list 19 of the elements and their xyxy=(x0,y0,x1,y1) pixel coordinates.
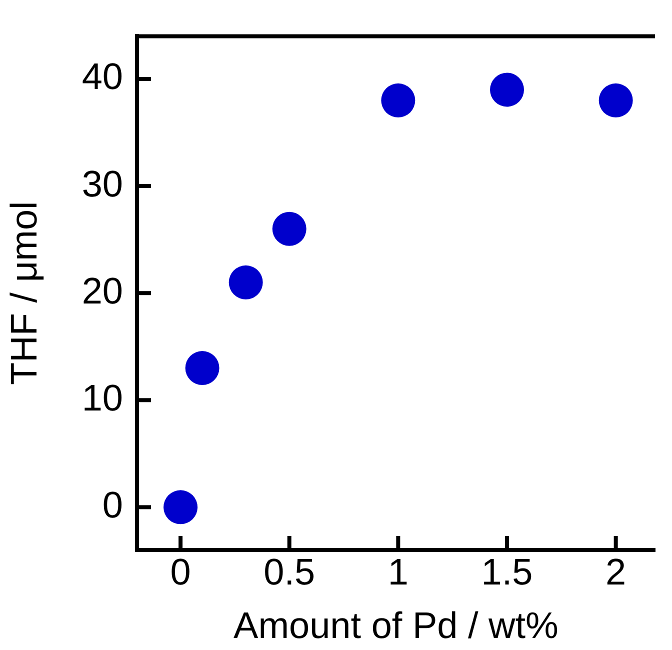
point xyxy=(598,83,633,118)
y-axis-title: THF / μmol xyxy=(3,201,44,385)
point xyxy=(228,265,263,300)
x-tick-label: 0 xyxy=(170,551,191,592)
point xyxy=(490,72,524,107)
y-tick-label: 20 xyxy=(82,270,123,312)
y-tick-label: 40 xyxy=(82,56,123,98)
x-tick-label: 1.5 xyxy=(481,551,533,592)
point xyxy=(164,490,198,524)
point xyxy=(272,212,306,246)
y-tick-label: 10 xyxy=(82,377,123,418)
x-tick-label: 0.5 xyxy=(264,551,316,592)
x-tick-label: 2 xyxy=(606,551,626,592)
y-tick-label: 30 xyxy=(82,163,123,204)
y-tick-label: 0 xyxy=(102,484,123,526)
point xyxy=(381,83,416,118)
point xyxy=(185,351,220,386)
x-axis-title: Amount of Pd / wt% xyxy=(234,605,558,646)
x-tick-label: 1 xyxy=(388,551,408,592)
